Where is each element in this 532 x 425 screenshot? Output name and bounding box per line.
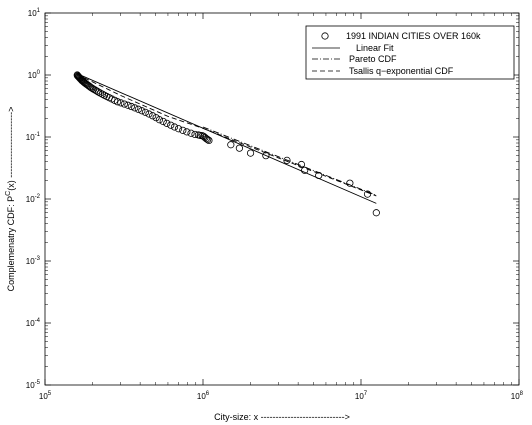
data-point-marker <box>187 129 195 137</box>
data-point-marker <box>174 125 183 133</box>
data-point-marker <box>113 98 122 106</box>
data-point-marker <box>196 131 204 140</box>
series-line-solid <box>77 73 377 204</box>
data-point-marker <box>301 166 309 174</box>
data-point-marker <box>86 82 94 91</box>
x-tick-label: 108 <box>511 391 524 401</box>
data-point-marker <box>170 123 179 131</box>
data-point-marker <box>127 102 135 111</box>
x-tick-label: 106 <box>197 391 210 401</box>
series-cities-markers <box>73 71 380 217</box>
legend-label-pareto: Pareto CDF <box>349 54 397 64</box>
data-point-marker <box>134 105 142 113</box>
data-point-marker <box>163 119 171 127</box>
data-point-marker <box>138 107 146 115</box>
legend-entry-cities: 1991 INDIAN CITIES OVER 160k <box>321 31 481 41</box>
axis-ticks <box>44 12 520 386</box>
data-point-marker <box>205 136 213 145</box>
data-point-marker <box>155 116 164 124</box>
y-tick-label: 10-5 <box>26 380 41 390</box>
data-point-marker <box>346 179 354 187</box>
axis-tick-labels: 105 106 107 108 101 100 10-1 10-2 10-3 10-4 10-5 <box>26 8 524 401</box>
data-point-marker <box>179 126 187 134</box>
data-point-marker <box>262 152 270 160</box>
y-tick-label: 101 <box>28 8 41 18</box>
data-point-marker <box>167 121 175 129</box>
y-tick-label: 10-4 <box>26 318 41 328</box>
legend-label-tsallis: Tsallis q−exponential CDF <box>349 66 454 76</box>
legend-entry-pareto: Pareto CDF <box>312 54 397 64</box>
y-tick-label: 100 <box>28 70 41 80</box>
data-point-marker <box>149 112 157 120</box>
legend-entry-linear-fit: Linear Fit <box>312 43 394 53</box>
data-point-marker <box>372 209 380 217</box>
legend-box <box>305 25 515 80</box>
data-point-marker <box>131 104 139 112</box>
data-point-marker <box>93 87 101 95</box>
data-point-marker <box>183 128 191 136</box>
data-point-marker <box>94 88 103 96</box>
y-tick-label: 10-2 <box>26 194 41 204</box>
data-point-marker <box>145 110 153 118</box>
data-point-marker <box>235 144 244 152</box>
y-axis-label: Complemenatry CDF: PC(x) ---------------… <box>5 107 16 292</box>
legend: 1991 INDIAN CITIES OVER 160k Linear Fit … <box>305 25 515 80</box>
y-tick-label: 10-3 <box>26 256 41 266</box>
data-point-marker <box>246 149 255 157</box>
data-point-marker <box>117 99 125 107</box>
series-layer <box>73 71 380 217</box>
series-line-dashed <box>77 74 377 197</box>
series-line-dashdot <box>202 126 377 196</box>
data-point-marker <box>283 156 291 164</box>
legend-label-linear-fit: Linear Fit <box>356 43 394 53</box>
y-tick-label: 10-1 <box>26 132 41 142</box>
legend-entry-tsallis: Tsallis q−exponential CDF <box>312 66 454 76</box>
data-point-marker <box>159 117 167 126</box>
data-point-marker <box>204 135 212 144</box>
data-point-marker <box>98 90 107 98</box>
data-point-marker <box>227 141 235 149</box>
x-axis-label: City-size: x ---------------------------… <box>214 412 350 422</box>
data-point-marker <box>85 82 93 90</box>
data-point-marker <box>124 101 132 109</box>
x-tick-label: 107 <box>355 391 368 401</box>
data-point-marker <box>363 190 372 198</box>
legend-marker-circle <box>321 32 329 40</box>
x-tick-label: 105 <box>39 391 52 401</box>
data-point-marker <box>141 108 150 116</box>
legend-label-cities: 1991 INDIAN CITIES OVER 160k <box>346 31 481 41</box>
data-point-marker <box>120 100 128 108</box>
data-point-marker <box>191 130 199 139</box>
